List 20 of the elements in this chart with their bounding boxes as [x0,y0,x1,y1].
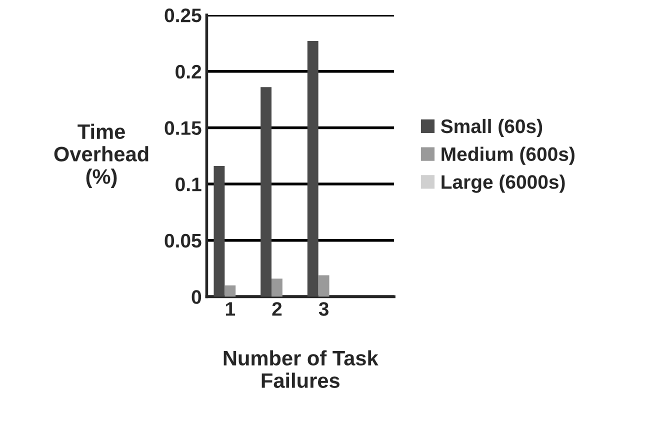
bar [272,278,282,297]
legend-label: Medium (600s) [442,146,574,165]
bar [318,275,330,297]
y-tick-label: 0 [192,290,202,304]
legend-label: Small (60s) [440,118,542,138]
y-tick-label: 0.2 [176,64,202,79]
x-axis-title: Number of Task Failures [224,350,378,388]
x-tick-label: 2 [272,302,282,316]
y-tick-label: 0.1 [176,178,202,192]
x-tick-label: 1 [226,302,236,316]
y-axis-title: Time Overhead (%) [54,124,148,188]
bar [214,166,225,297]
bar [260,87,272,297]
y-tick-label: 0.05 [164,234,202,248]
x-tick-label: 3 [318,302,329,316]
bar [307,40,318,297]
y-tick-label: 0.25 [164,8,202,22]
legend-label: Large (6000s) [442,174,565,193]
y-tick-label: 0.15 [164,121,202,135]
bar [224,285,236,297]
